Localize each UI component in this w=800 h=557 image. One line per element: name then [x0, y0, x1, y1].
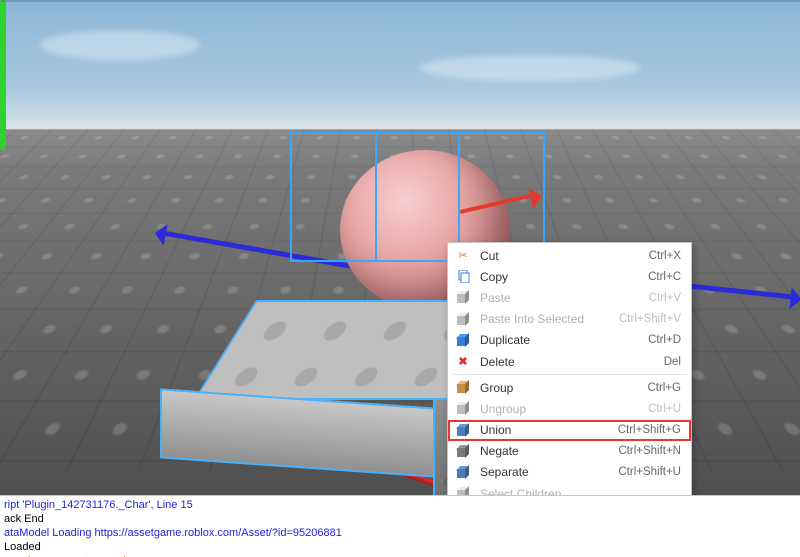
menu-item-shortcut: Ctrl+Shift+U: [618, 466, 681, 478]
delete-icon: ✖: [454, 354, 472, 370]
paste-into-icon: [454, 311, 472, 327]
menu-item-label: Group: [480, 381, 647, 395]
paste-icon: [454, 290, 472, 306]
menu-item-label: Union: [480, 423, 618, 437]
select-children-icon: [454, 486, 472, 495]
group-icon: [454, 380, 472, 396]
cut-icon: ✂: [454, 248, 472, 264]
menu-item-delete[interactable]: ✖ DeleteDel: [448, 351, 691, 372]
menu-item-paste: PasteCtrl+V: [448, 287, 691, 308]
menu-item-shortcut: Ctrl+G: [647, 382, 681, 394]
menu-item-union[interactable]: UnionCtrl+Shift+G: [448, 420, 691, 441]
context-menu: ✂CutCtrl+XCopyCtrl+CPasteCtrl+VPaste Int…: [447, 242, 692, 495]
cloud: [40, 30, 200, 60]
menu-item-cut[interactable]: ✂ CutCtrl+X: [448, 245, 691, 266]
menu-item-copy[interactable]: CopyCtrl+C: [448, 266, 691, 287]
menu-item-label: Separate: [480, 465, 618, 479]
negate-icon: [454, 443, 472, 459]
menu-item-separate[interactable]: SeparateCtrl+Shift+U: [448, 462, 691, 483]
menu-item-label: Ungroup: [480, 402, 648, 416]
menu-item-duplicate[interactable]: DuplicateCtrl+D: [448, 330, 691, 351]
copy-icon: [454, 269, 472, 285]
menu-item-negate[interactable]: NegateCtrl+Shift+N: [448, 441, 691, 462]
viewport-3d[interactable]: O ✂CutCtrl+XCopyCtrl+CPasteCtrl+VPaste I…: [0, 0, 800, 495]
menu-item-group[interactable]: GroupCtrl+G: [448, 377, 691, 398]
menu-item-shortcut: Ctrl+Shift+V: [619, 313, 681, 325]
menu-item-shortcut: Ctrl+Shift+N: [618, 445, 681, 457]
output-line: ack End: [4, 512, 796, 526]
separate-icon: [454, 464, 472, 480]
cloud: [420, 55, 640, 81]
menu-item-select-children: Select Children: [448, 483, 691, 495]
menu-item-shortcut: Ctrl+X: [649, 250, 681, 262]
menu-separator: [452, 374, 687, 375]
menu-item-label: Copy: [480, 270, 648, 284]
axis-y-arrow[interactable]: [0, 0, 6, 150]
menu-item-label: Paste Into Selected: [480, 312, 619, 326]
union-icon: [454, 422, 472, 438]
menu-item-label: Cut: [480, 249, 649, 263]
menu-item-paste-into-selected: Paste Into SelectedCtrl+Shift+V: [448, 309, 691, 330]
duplicate-icon: [454, 332, 472, 348]
output-line: ript 'Plugin_142731176._Char', Line 15: [4, 498, 796, 512]
menu-item-shortcut: Ctrl+D: [648, 334, 681, 346]
output-panel[interactable]: ript 'Plugin_142731176._Char', Line 15ac…: [0, 495, 800, 557]
menu-item-shortcut: Ctrl+C: [648, 271, 681, 283]
menu-item-ungroup: UngroupCtrl+U: [448, 398, 691, 419]
menu-item-shortcut: Ctrl+V: [649, 292, 681, 304]
menu-item-label: Select Children: [480, 487, 681, 495]
output-line: ataModel Loading https://assetgame.roblo…: [4, 526, 796, 540]
menu-item-label: Negate: [480, 444, 618, 458]
menu-item-label: Delete: [480, 355, 664, 369]
ungroup-icon: [454, 401, 472, 417]
menu-item-label: Duplicate: [480, 333, 648, 347]
menu-item-shortcut: Ctrl+Shift+G: [618, 424, 681, 436]
menu-item-shortcut: Del: [664, 356, 681, 368]
menu-item-label: Paste: [480, 291, 649, 305]
output-line: Loaded: [4, 540, 796, 554]
menu-item-shortcut: Ctrl+U: [648, 403, 681, 415]
top-border: [0, 0, 800, 2]
